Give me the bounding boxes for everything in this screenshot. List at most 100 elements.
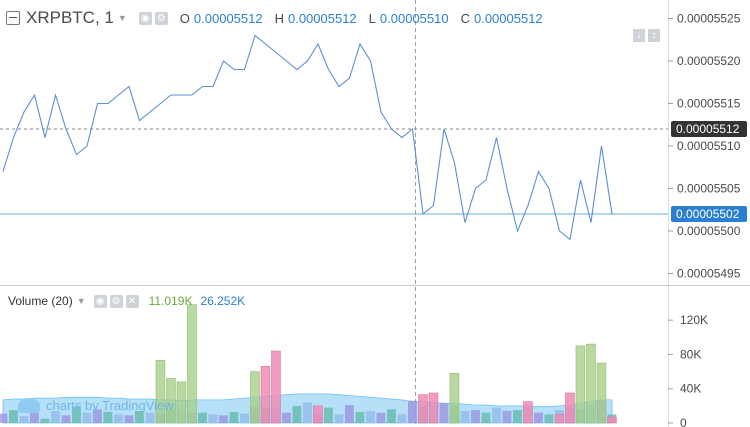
- volume-tick-label: 80K: [680, 347, 701, 361]
- volume-tick-label: 120K: [680, 313, 708, 327]
- price-tick-label: 0.00005505: [677, 182, 741, 196]
- volume-bar-up: [596, 362, 607, 424]
- volume-bar: [303, 402, 312, 423]
- volume-bar-up: [187, 304, 197, 424]
- volume-bar-down: [271, 350, 281, 424]
- volume-bar-down: [523, 401, 533, 424]
- volume-bar: [51, 411, 60, 423]
- volume-bar: [9, 410, 18, 423]
- price-series-line: [2, 34, 613, 241]
- price-tick-label: 0.00005525: [677, 12, 741, 26]
- volume-bar: [72, 406, 81, 423]
- close-label: C: [460, 10, 470, 26]
- arrow-updown-icon[interactable]: ↕: [648, 29, 660, 42]
- price-axis[interactable]: 0.00005525 0.00005520 0.00005515 0.00005510…: [668, 12, 741, 281]
- volume-bar-up: [166, 378, 176, 424]
- volume-bar: [229, 411, 239, 423]
- price-tick-label: 0.00005510: [677, 139, 741, 153]
- cloud-icon: [18, 398, 40, 413]
- volume-bar: [124, 415, 134, 423]
- volume-bar-down: [260, 366, 271, 424]
- watermark-text: charts by TradingView: [46, 398, 174, 413]
- volume-bar-up: [449, 372, 460, 424]
- price-badges: 0.00005512 0.00005502: [671, 121, 747, 222]
- current-price-badge-bg: [671, 206, 747, 222]
- volume-bar-down: [418, 394, 428, 424]
- volume-bar-down: [554, 414, 565, 424]
- volume-bar: [208, 414, 218, 423]
- arrow-down-icon[interactable]: ↓: [633, 29, 645, 42]
- high-label: H: [274, 10, 284, 26]
- close-icon[interactable]: ✕: [125, 294, 139, 308]
- volume-bar: [40, 418, 50, 423]
- volume-bar: [534, 412, 543, 423]
- eye-icon[interactable]: ◉: [93, 294, 107, 308]
- volume-bar: [19, 416, 29, 423]
- volume-bar: [439, 403, 449, 423]
- price-tick-label: 0.00005500: [677, 224, 741, 238]
- close-value: 0.00005512: [473, 10, 543, 26]
- gear-icon[interactable]: ⚙: [154, 11, 168, 25]
- volume-value: 11.019K: [148, 294, 193, 308]
- price-tick-label: 0.00005515: [677, 97, 741, 111]
- volume-bar: [93, 409, 102, 423]
- volume-bar-up: [586, 343, 596, 424]
- volume-bar: [30, 407, 39, 423]
- volume-bar: [282, 412, 291, 423]
- volume-bar: [334, 414, 344, 423]
- volume-bar: [366, 411, 375, 423]
- volume-bar: [103, 411, 113, 423]
- chevron-down-icon[interactable]: ▼: [117, 13, 127, 23]
- volume-bar: [376, 412, 386, 423]
- volume-bar: [397, 414, 407, 423]
- volume-bar-up: [176, 381, 187, 424]
- volume-bar: [481, 412, 491, 423]
- main-legend: XRPBTC, 1 ▼ ◉ ⚙ O 0.00005512 H 0.0000551…: [6, 8, 543, 28]
- price-tick-label: 0.00005495: [677, 267, 741, 281]
- volume-tick-label: 0: [680, 416, 687, 427]
- volume-bar: [460, 411, 470, 423]
- volume-bar-down: [428, 392, 439, 424]
- volume-bar: [492, 407, 501, 423]
- volume-bar-up: [155, 360, 166, 424]
- volume-bar-down: [607, 416, 617, 424]
- high-value: 0.00005512: [287, 10, 357, 26]
- volume-ma-value: 26.252K: [200, 294, 246, 308]
- volume-bar: [544, 414, 554, 423]
- volume-bar: [240, 413, 249, 423]
- volume-bar: [471, 410, 480, 423]
- open-value: 0.00005512: [193, 10, 263, 26]
- volume-bar: [145, 412, 155, 423]
- volume-bar: [82, 412, 92, 423]
- chevron-down-icon[interactable]: ▼: [76, 296, 86, 306]
- volume-bar: [135, 411, 144, 423]
- volume-bar: [0, 413, 8, 423]
- volume-bar-down: [313, 405, 323, 424]
- volume-bar: [61, 415, 71, 423]
- gear-icon[interactable]: ⚙: [109, 294, 123, 308]
- volume-title[interactable]: Volume (20): [8, 294, 73, 308]
- scale-buttons: ↓ ↕: [630, 29, 660, 42]
- volume-bar: [408, 400, 417, 423]
- volume-axis[interactable]: 120K 80K 40K 0: [668, 313, 708, 427]
- low-label: L: [368, 10, 376, 26]
- volume-bar: [292, 405, 302, 423]
- volume-tick-label: 40K: [680, 382, 701, 396]
- collapse-icon[interactable]: [6, 11, 20, 25]
- volume-layer: [0, 304, 617, 424]
- price-tick-label: 0.00005520: [677, 54, 741, 68]
- volume-bar-up: [575, 345, 586, 424]
- current-price-badge-label: 0.00005502: [676, 207, 740, 221]
- symbol-label[interactable]: XRPBTC, 1: [26, 8, 114, 27]
- eye-icon[interactable]: ◉: [138, 11, 152, 25]
- volume-bar-down: [565, 392, 575, 424]
- volume-bar: [513, 410, 522, 423]
- volume-bar: [219, 415, 228, 423]
- volume-bar: [114, 414, 123, 423]
- volume-bar: [345, 405, 354, 423]
- volume-bar: [198, 412, 207, 423]
- tradingview-watermark[interactable]: charts by TradingView: [18, 398, 174, 413]
- low-value: 0.00005510: [379, 10, 449, 26]
- volume-bar: [387, 409, 396, 423]
